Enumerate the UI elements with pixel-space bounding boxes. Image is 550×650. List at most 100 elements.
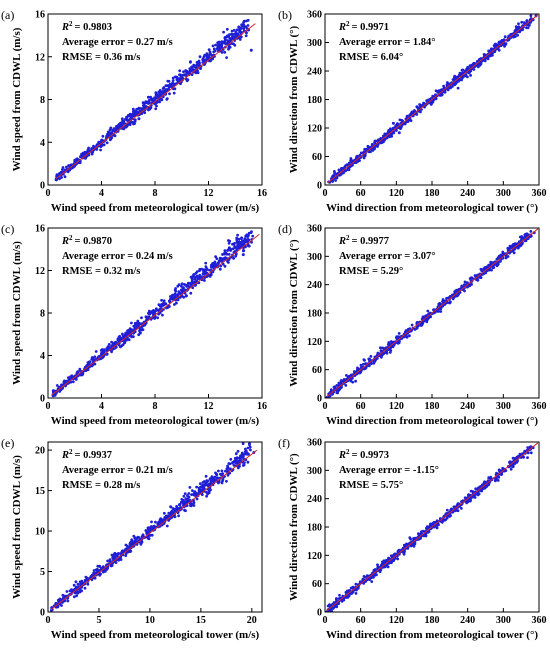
data-point <box>349 379 353 383</box>
data-point <box>86 364 89 367</box>
data-point <box>354 582 358 586</box>
data-point <box>106 559 109 563</box>
r-squared-text: R2 = 0.9973 <box>338 448 389 461</box>
y-tick-label: 240 <box>307 494 322 505</box>
data-point <box>422 534 426 538</box>
fit-line <box>51 233 260 396</box>
data-point <box>198 269 201 273</box>
data-point <box>212 264 216 268</box>
rmse-text: RMSE = 0.28 m/s <box>62 480 140 491</box>
data-point <box>237 465 240 469</box>
data-point <box>241 442 245 445</box>
average-error-text: Average error = 0.21 m/s <box>62 465 173 476</box>
data-point <box>529 230 533 233</box>
data-point <box>379 568 383 572</box>
data-point <box>189 281 193 285</box>
data-point <box>183 492 187 495</box>
data-point <box>150 520 153 524</box>
data-point <box>506 255 510 258</box>
data-point <box>451 78 455 81</box>
data-point <box>362 362 365 366</box>
data-point <box>58 597 62 601</box>
data-point <box>124 125 128 129</box>
data-point <box>492 266 495 269</box>
data-point <box>230 29 234 33</box>
y-axis-label: Wind direction from CDWL (°) <box>288 25 300 173</box>
data-point <box>184 294 188 298</box>
data-point <box>109 126 113 130</box>
y-tick-label: 240 <box>307 67 322 78</box>
data-point <box>240 23 244 27</box>
y-axis-label: Wind direction from CDWL (°) <box>288 453 300 601</box>
data-point <box>520 238 523 242</box>
x-axis-label: Wind speed from meteorological tower (m/… <box>51 415 260 427</box>
data-point <box>239 27 243 30</box>
data-point <box>169 505 173 509</box>
data-point <box>489 260 493 264</box>
data-point <box>133 537 137 540</box>
data-point <box>111 343 115 347</box>
data-point <box>133 109 137 113</box>
data-point <box>81 151 85 155</box>
data-point <box>149 95 153 99</box>
data-point <box>181 76 185 80</box>
x-tick-label: 10 <box>145 615 155 626</box>
y-tick-label: 0 <box>40 181 45 192</box>
data-point <box>333 171 336 175</box>
y-tick-label: 0 <box>317 608 322 619</box>
y-tick-label: 12 <box>35 52 45 63</box>
data-point <box>66 599 70 603</box>
data-point <box>234 30 238 34</box>
data-point <box>119 345 122 349</box>
average-error-text: Average error = 3.07° <box>339 251 435 262</box>
data-point <box>204 481 208 485</box>
data-point <box>177 290 181 294</box>
data-point <box>216 44 220 47</box>
data-point <box>130 114 134 117</box>
data-point <box>139 542 143 546</box>
data-point <box>229 457 233 461</box>
data-point <box>226 466 230 469</box>
data-point <box>232 33 235 36</box>
data-point <box>201 57 205 60</box>
plot-frame <box>47 441 263 613</box>
y-tick-label: 180 <box>307 523 322 534</box>
data-point <box>209 488 212 492</box>
data-point <box>161 518 165 522</box>
data-point <box>87 146 90 150</box>
x-tick-label: 300 <box>496 615 511 626</box>
data-point <box>496 260 500 264</box>
data-point <box>500 39 503 43</box>
data-point <box>146 95 150 99</box>
data-point <box>53 393 57 397</box>
data-point <box>483 59 487 63</box>
y-tick-label: 300 <box>307 38 322 49</box>
average-error-text: Average error = 0.27 m/s <box>62 37 173 48</box>
data-point <box>74 580 78 584</box>
data-point <box>170 509 174 513</box>
data-point <box>246 446 250 450</box>
data-point <box>504 43 507 46</box>
data-point <box>525 232 529 236</box>
data-point <box>358 159 361 163</box>
data-point <box>385 351 389 355</box>
data-point <box>160 98 164 102</box>
data-point <box>87 153 91 157</box>
x-tick-label: 180 <box>425 615 440 626</box>
data-point <box>101 143 105 147</box>
y-tick-label: 180 <box>307 309 322 320</box>
data-point <box>352 370 356 373</box>
x-axis-label: Wind direction from meteorological tower… <box>326 629 538 641</box>
data-point <box>370 362 373 366</box>
y-tick-label: 0 <box>40 608 45 619</box>
data-point <box>387 556 390 560</box>
data-point <box>434 93 437 97</box>
data-point <box>178 73 181 77</box>
data-point <box>162 86 166 89</box>
data-point <box>190 493 194 496</box>
data-point <box>493 50 497 54</box>
data-point <box>162 511 166 515</box>
data-point <box>179 82 182 86</box>
data-point <box>411 110 415 114</box>
data-point <box>209 479 213 483</box>
